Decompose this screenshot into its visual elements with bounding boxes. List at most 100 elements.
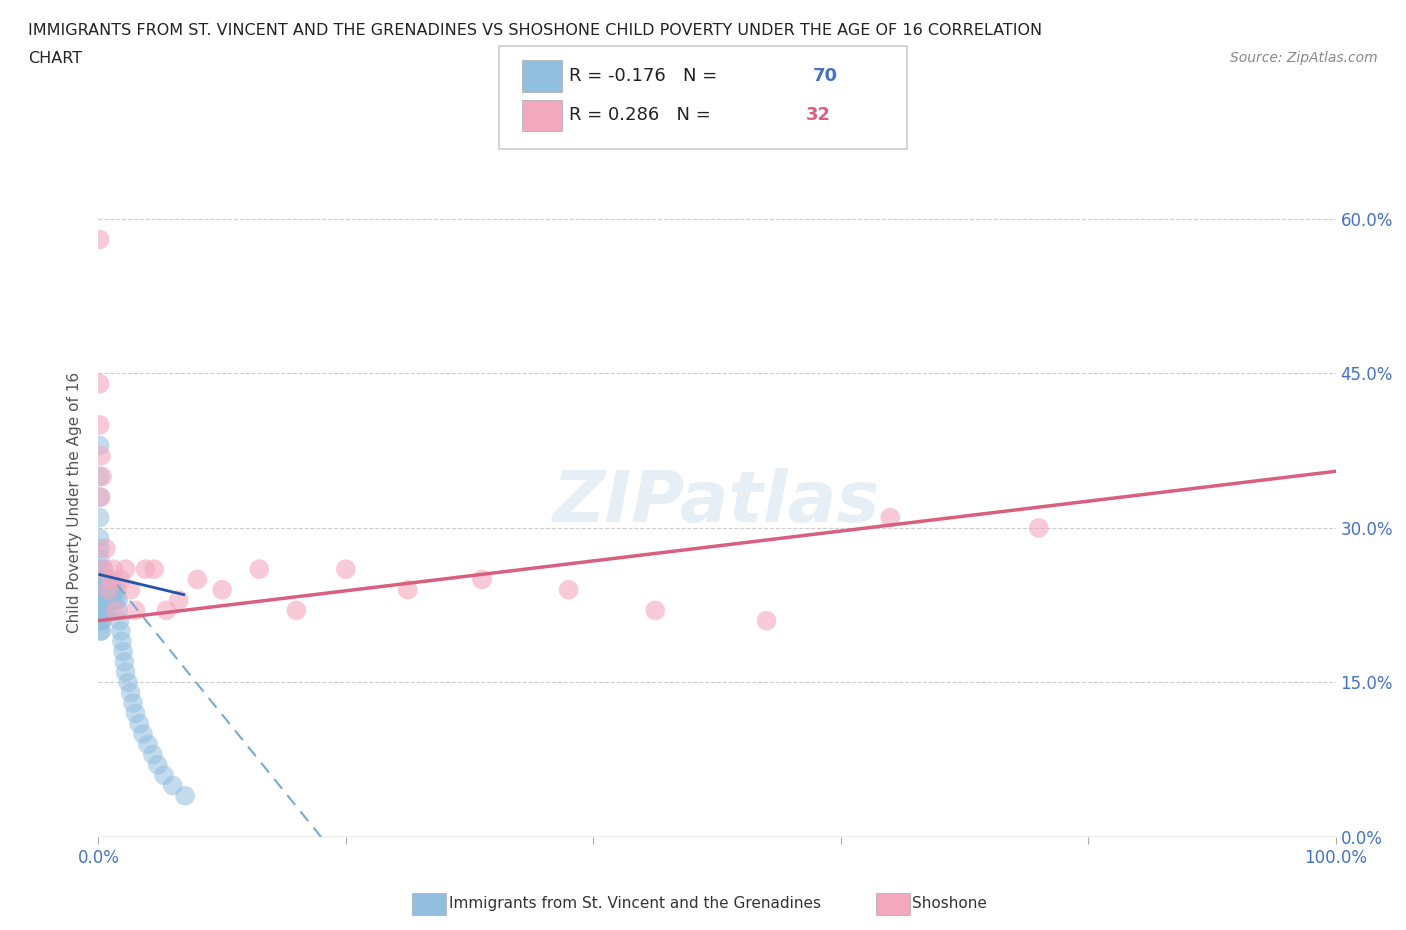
Point [174, 789, 197, 804]
Point [89, 551, 111, 566]
Point [94, 592, 117, 607]
Point [90, 623, 112, 638]
Point [103, 562, 125, 577]
Point [114, 562, 136, 577]
Point [1028, 521, 1050, 536]
Point [98, 592, 121, 607]
Point [91, 469, 114, 484]
Point [101, 582, 124, 597]
Point [89, 572, 111, 587]
Point [97, 572, 120, 587]
Point [104, 603, 127, 618]
Point [120, 582, 142, 597]
Point [146, 757, 169, 772]
Point [98, 582, 121, 597]
Point [557, 582, 579, 597]
Text: CHART: CHART [28, 51, 82, 66]
Point [103, 582, 125, 597]
Point [100, 582, 122, 597]
Point [143, 562, 166, 577]
Point [89, 541, 111, 556]
Point [93, 562, 115, 577]
Point [93, 582, 115, 597]
Point [107, 592, 129, 607]
Point [247, 562, 270, 577]
Point [89, 377, 111, 392]
Point [90, 613, 112, 628]
Point [644, 603, 666, 618]
Point [100, 592, 122, 607]
Point [90, 603, 112, 618]
Point [93, 582, 115, 597]
Point [89, 469, 111, 484]
Point [105, 582, 128, 597]
Y-axis label: Child Poverty Under the Age of 16: Child Poverty Under the Age of 16 [67, 372, 83, 632]
Point [90, 603, 112, 618]
Point [124, 603, 146, 618]
Point [90, 448, 112, 463]
Point [124, 706, 146, 721]
Point [89, 418, 111, 432]
Point [132, 726, 155, 741]
Point [89, 232, 111, 247]
Point [96, 592, 118, 607]
Point [90, 582, 112, 597]
Point [91, 613, 114, 628]
Point [879, 511, 901, 525]
Point [136, 737, 159, 751]
Point [103, 592, 125, 607]
Point [396, 582, 419, 597]
Point [103, 582, 125, 597]
Point [167, 592, 190, 607]
Point [112, 644, 135, 659]
Point [90, 592, 112, 607]
Point [186, 572, 208, 587]
Point [94, 582, 117, 597]
Point [110, 572, 132, 587]
Point [112, 655, 135, 670]
Point [471, 572, 494, 587]
Point [335, 562, 357, 577]
Point [104, 592, 127, 607]
Point [91, 592, 114, 607]
Point [90, 489, 112, 504]
Point [100, 572, 122, 587]
Point [128, 716, 150, 731]
Point [94, 603, 117, 618]
Point [122, 696, 145, 711]
Point [89, 531, 111, 546]
Point [97, 592, 120, 607]
Point [108, 613, 131, 628]
Point [96, 582, 118, 597]
Point [93, 572, 115, 587]
Point [94, 541, 117, 556]
Text: R = 0.286   N =: R = 0.286 N = [569, 106, 717, 125]
Point [90, 623, 112, 638]
Point [93, 592, 115, 607]
Text: 70: 70 [813, 67, 838, 86]
Point [89, 511, 111, 525]
Point [89, 582, 111, 597]
Point [162, 778, 184, 793]
Point [93, 572, 115, 587]
Point [285, 603, 308, 618]
Text: Source: ZipAtlas.com: Source: ZipAtlas.com [1230, 51, 1378, 65]
Point [89, 438, 111, 453]
Point [142, 747, 165, 762]
Point [120, 685, 142, 700]
Point [93, 562, 115, 577]
Point [97, 582, 120, 597]
Point [134, 562, 156, 577]
Point [90, 613, 112, 628]
Point [91, 582, 114, 597]
Point [211, 582, 233, 597]
Point [153, 768, 176, 783]
Point [117, 675, 139, 690]
Text: IMMIGRANTS FROM ST. VINCENT AND THE GRENADINES VS SHOSHONE CHILD POVERTY UNDER T: IMMIGRANTS FROM ST. VINCENT AND THE GREN… [28, 23, 1042, 38]
Point [155, 603, 177, 618]
Text: R = -0.176   N =: R = -0.176 N = [569, 67, 724, 86]
Point [111, 634, 134, 649]
Point [110, 623, 132, 638]
Text: 32: 32 [806, 106, 831, 125]
Point [93, 592, 115, 607]
